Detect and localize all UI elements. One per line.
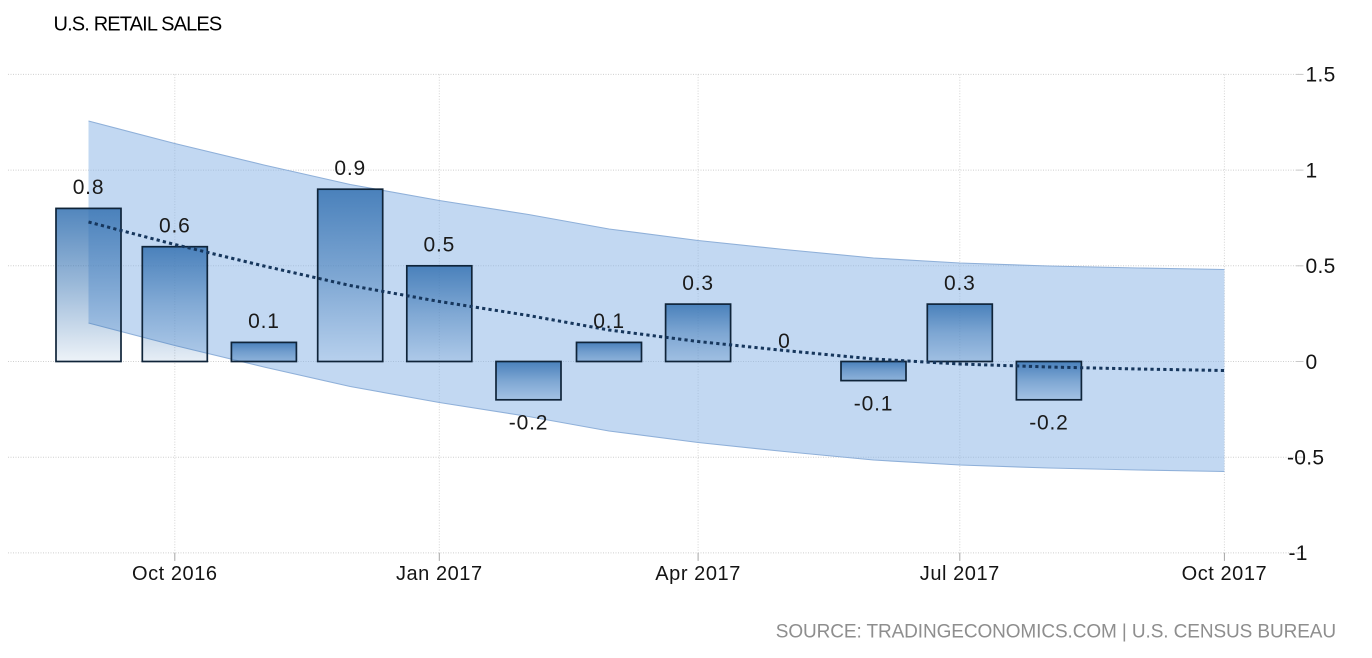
svg-text:Oct 2017: Oct 2017 bbox=[1182, 563, 1268, 585]
svg-text:0: 0 bbox=[778, 330, 790, 353]
svg-text:0.3: 0.3 bbox=[944, 272, 976, 295]
svg-text:0.5: 0.5 bbox=[1306, 255, 1336, 278]
svg-text:SOURCE: TRADINGECONOMICS.COM |: SOURCE: TRADINGECONOMICS.COM | U.S. CENS… bbox=[776, 622, 1336, 643]
svg-text:-0.1: -0.1 bbox=[854, 392, 893, 415]
svg-text:-0.5: -0.5 bbox=[1287, 447, 1324, 470]
svg-text:0.6: 0.6 bbox=[159, 215, 191, 238]
svg-text:0.8: 0.8 bbox=[73, 176, 105, 199]
svg-text:0.9: 0.9 bbox=[334, 157, 366, 180]
svg-text:Jan 2017: Jan 2017 bbox=[396, 563, 483, 585]
svg-text:0.1: 0.1 bbox=[593, 310, 625, 333]
svg-text:Oct 2016: Oct 2016 bbox=[132, 563, 218, 585]
svg-text:0: 0 bbox=[1306, 351, 1318, 374]
svg-text:0.3: 0.3 bbox=[682, 272, 714, 295]
svg-text:1.5: 1.5 bbox=[1306, 64, 1336, 87]
svg-text:-0.2: -0.2 bbox=[1029, 412, 1068, 435]
svg-text:0.5: 0.5 bbox=[424, 234, 456, 257]
svg-text:0.1: 0.1 bbox=[248, 310, 280, 333]
svg-text:Jul 2017: Jul 2017 bbox=[920, 563, 1000, 585]
svg-text:U.S. RETAIL SALES: U.S. RETAIL SALES bbox=[54, 14, 222, 36]
svg-text:1: 1 bbox=[1306, 159, 1318, 182]
svg-text:-1: -1 bbox=[1289, 542, 1308, 565]
svg-text:-0.2: -0.2 bbox=[509, 412, 548, 435]
svg-text:Apr 2017: Apr 2017 bbox=[655, 563, 741, 585]
